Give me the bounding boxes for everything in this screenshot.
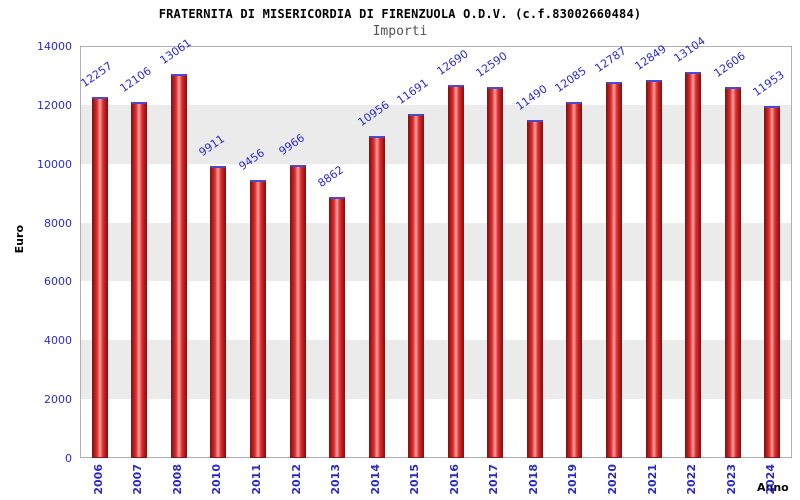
y-tick-label: 10000 xyxy=(37,157,72,171)
x-tick-label: 2007 xyxy=(131,464,145,495)
y-tick-label: 4000 xyxy=(44,334,72,348)
chart-title: FRATERNITA DI MISERICORDIA DI FIRENZUOLA… xyxy=(158,7,642,21)
plot-band xyxy=(80,281,792,341)
x-tick-label: 2012 xyxy=(289,464,303,495)
bar xyxy=(447,84,464,458)
bar xyxy=(764,106,781,458)
x-tick-label: 2018 xyxy=(526,464,540,495)
x-tick-label: 2020 xyxy=(606,464,619,495)
plot-band xyxy=(80,222,792,282)
bar xyxy=(131,101,148,458)
y-tick-label: 2000 xyxy=(44,393,72,407)
plot-band xyxy=(80,163,792,223)
x-tick-label: 2024 xyxy=(764,464,778,495)
plot-band xyxy=(80,46,792,105)
bar xyxy=(606,81,622,458)
bar xyxy=(566,102,583,458)
y-tick-label: 6000 xyxy=(44,275,72,289)
y-tick-label: 12000 xyxy=(37,98,72,112)
bar xyxy=(645,79,662,458)
x-axis-label: Anno xyxy=(757,481,789,494)
bar xyxy=(724,87,741,458)
bar xyxy=(91,97,108,458)
y-tick-label: 8000 xyxy=(44,216,72,230)
plot-band xyxy=(80,104,792,164)
x-tick-label: 2021 xyxy=(645,464,659,495)
plot-frame xyxy=(80,46,792,458)
plot-band xyxy=(80,399,792,458)
x-tick-label: 2010 xyxy=(210,464,224,495)
bar xyxy=(170,73,187,458)
bar xyxy=(329,197,346,458)
y-tick-label: 0 xyxy=(65,452,72,465)
x-tick-label: 2017 xyxy=(487,464,501,495)
bar xyxy=(408,113,425,458)
x-tick-label: 2019 xyxy=(566,464,580,495)
x-tick-label: 2015 xyxy=(408,464,422,495)
x-tick-label: 2016 xyxy=(447,464,461,495)
bar xyxy=(250,179,266,458)
bar xyxy=(368,135,385,458)
bar xyxy=(289,164,306,458)
chart-subtitle: Importi xyxy=(372,24,428,39)
bar xyxy=(487,87,504,458)
bar xyxy=(210,166,227,458)
x-tick-label: 2011 xyxy=(250,464,263,495)
y-tick-label: 14000 xyxy=(37,40,72,53)
plot-band xyxy=(80,340,792,400)
x-tick-label: 2022 xyxy=(685,464,699,495)
bar xyxy=(685,72,702,458)
x-tick-label: 2006 xyxy=(91,464,105,495)
bar xyxy=(526,119,543,458)
x-tick-label: 2023 xyxy=(724,464,738,495)
x-tick-label: 2013 xyxy=(329,464,343,495)
x-tick-label: 2014 xyxy=(368,464,382,495)
x-tick-label: 2008 xyxy=(170,464,184,495)
